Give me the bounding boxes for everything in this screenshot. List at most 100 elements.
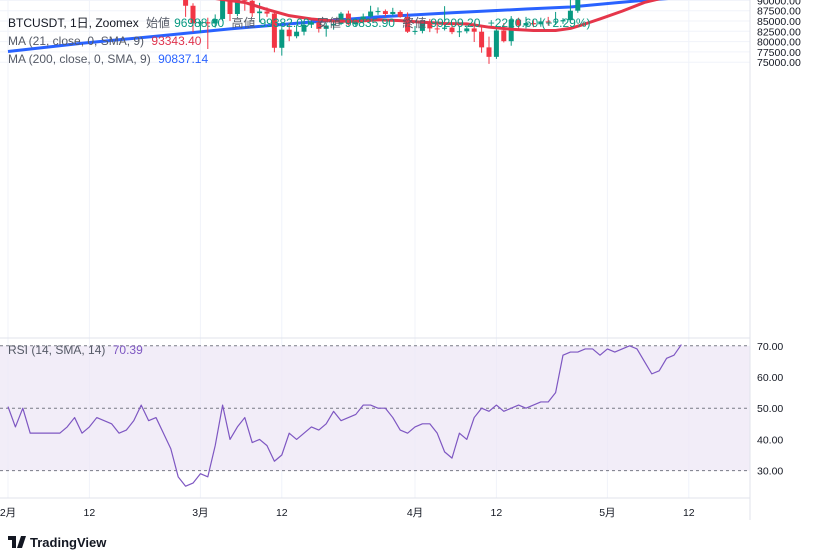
time-tick-label: 5月 [599,507,615,519]
candle-body [331,23,337,26]
ma21-series [215,0,661,32]
candle-body [501,30,507,42]
candle-body [397,11,403,17]
axes [0,0,751,520]
candle-body [190,5,196,24]
candle-body [242,0,248,1]
tradingview-logo-icon [8,536,26,548]
candle-body [220,0,226,19]
price-tick-label: 90000.00 [757,0,801,7]
ma200-value: 90837.14 [158,52,209,66]
low-label: 安値 [316,16,341,30]
candle-body [390,11,396,14]
price-tick-label: 87500.00 [757,6,801,18]
price-tick-label: 80000.00 [757,37,801,49]
candle-body [271,13,277,48]
ma200-label: MA (200, close, 0, SMA, 9) [8,52,151,66]
candle-body [442,27,448,29]
candle-body [419,21,425,31]
symbol-label[interactable]: BTCUSDT, 1日, Zoomex [8,16,139,30]
candle-body [516,19,522,26]
ma21-value: 93343.40 [151,34,202,48]
candle-body [545,21,551,23]
candle-body [249,0,255,14]
candle-body [560,20,566,22]
candle-body [486,47,492,57]
rsi-tick-label: 70.00 [757,341,783,353]
candle-body [471,28,477,32]
candle-body [338,13,344,24]
candle-body [205,22,211,24]
candle-body [294,31,300,37]
candle-body [412,30,418,32]
time-tick-label: 12 [84,507,96,519]
candle-body [434,28,440,30]
ma200-series [7,0,669,53]
candle-body [183,0,189,6]
time-tick-label: 2月 [0,507,16,519]
time-tick-label: 3月 [192,507,208,519]
candle-body [264,11,270,14]
ma200-legend[interactable]: MA (200, close, 0, SMA, 9) 90837.14 [8,51,212,67]
candle-body [323,25,329,29]
candle-body [530,23,536,25]
candle-body [360,16,366,22]
price-tick-label: 85000.00 [757,16,801,28]
high-label: 高値 [231,16,256,30]
time-tick-label: 12 [276,507,288,519]
time-axis[interactable]: 2月 12 3月 12 4月 12 5月 12 [0,507,695,519]
rsi-tick-label: 60.00 [757,372,783,384]
candle-body [567,10,573,21]
ma21-legend[interactable]: MA (21, close, 0, SMA, 9) 93343.40 [8,33,205,49]
candle-body [368,11,374,17]
candle-body [523,23,529,26]
candle-body [227,0,233,14]
candle-body [197,22,203,24]
rsi-label: RSI (14, SMA, 14) [8,343,106,357]
time-tick-label: 12 [491,507,503,519]
candle-body [286,29,292,37]
price-tick-label: 75000.00 [757,57,801,69]
candle-body [464,28,470,32]
low-value: 96835.90 [344,16,395,30]
candle-body [375,11,381,13]
candle-body [279,29,285,48]
ma21-label: MA (21, close, 0, SMA, 9) [8,34,145,48]
candle-body [308,22,314,25]
candle-body [427,21,433,29]
rsi-line [7,344,682,487]
candle-body [257,11,263,14]
candle-body [316,22,322,29]
open-value: 96988.60 [174,16,225,30]
price-axis[interactable]: 75000.0077500.0080000.0082500.0085000.00… [757,0,807,69]
price-tick-label: 77500.00 [757,47,801,59]
brand-name: TradingView [30,535,107,550]
candle-body [234,0,240,14]
ma21-line [215,0,661,32]
rsi-series [7,344,682,487]
close-label: 終値 [402,16,427,30]
candle-body [212,18,218,24]
rsi-guide-lines [0,345,750,472]
close-value: 99209.20 [430,16,481,30]
rsi-tick-label: 30.00 [757,466,783,478]
rsi-tick-label: 50.00 [757,403,783,415]
time-tick-label: 4月 [407,507,423,519]
candle-body [382,11,388,14]
time-tick-label: 12 [683,507,695,519]
ma200-line [7,0,669,53]
candle-body [456,31,462,33]
high-value: 99382.00 [259,16,310,30]
rsi-legend[interactable]: RSI (14, SMA, 14) 70.39 [8,342,147,358]
candle-body [479,31,485,48]
candle-body [301,24,307,32]
rsi-tick-label: 40.00 [757,434,783,446]
candle-body [449,27,455,33]
change-value: +2220.60 (+2.29%) [487,16,591,30]
price-tick-label: 82500.00 [757,26,801,38]
tradingview-logo[interactable]: TradingView [8,535,106,550]
candle-body [538,21,544,25]
candle-body [345,13,351,25]
open-label: 始値 [146,16,171,30]
